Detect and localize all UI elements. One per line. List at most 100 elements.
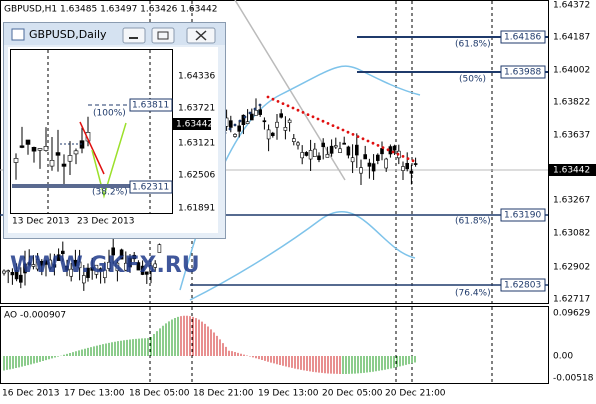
level-label: (50%): [459, 75, 486, 85]
level-price: 1.62803: [504, 281, 541, 291]
candle-body: [354, 144, 359, 156]
candle-body: [31, 146, 37, 152]
date-label: 16 Dec 2013: [2, 389, 60, 399]
indicator-scale: 0.00: [553, 352, 573, 362]
candle-body: [2, 270, 6, 274]
candle-body: [375, 154, 380, 161]
sar-dot: [351, 133, 355, 136]
maximize-button[interactable]: [151, 27, 175, 44]
candle-body: [296, 142, 300, 146]
candle-body: [23, 263, 27, 274]
sar-dot: [243, 115, 247, 119]
level-label: (76.4%): [455, 289, 491, 299]
price-label: 1.64187: [553, 33, 590, 43]
level-label: (61.8%): [455, 40, 491, 50]
inset-chart-area: [8, 47, 218, 233]
current-price-box: [549, 164, 596, 176]
candle-body: [31, 264, 36, 267]
candle-body: [55, 152, 61, 156]
sar-dot: [253, 107, 257, 111]
inset-date-label: 23 Dec 2013: [77, 217, 135, 227]
candle-body: [229, 120, 233, 128]
candle-body: [300, 152, 305, 159]
sar-dot: [233, 123, 237, 127]
candle-body: [342, 142, 347, 145]
candle-body: [111, 247, 115, 256]
inset-decorations: [13, 50, 151, 213]
level-price: 1.63190: [504, 211, 541, 221]
candle-body: [44, 260, 48, 265]
inset-price-label: 1.62506: [178, 171, 215, 181]
level-price: 1.63988: [504, 68, 541, 78]
candle-body: [346, 146, 351, 156]
decorations: [0, 0, 548, 383]
candle-body: [73, 150, 79, 155]
price-label: 1.64372: [553, 1, 590, 11]
candle-body: [392, 145, 397, 151]
price-label: 1.62902: [553, 263, 590, 273]
zigzag: [91, 122, 127, 199]
candle-body: [37, 148, 43, 151]
candle-body: [98, 268, 103, 272]
price-label: 1.64002: [553, 66, 590, 76]
candle-body: [73, 259, 78, 267]
inset-price-label: 1.64336: [178, 72, 215, 82]
minimize-button[interactable]: [122, 27, 146, 44]
bollinger-band: [189, 211, 416, 301]
candle-body: [25, 139, 31, 145]
sar-dot: [321, 119, 325, 123]
candle-body: [270, 132, 275, 136]
zigzag: [79, 121, 105, 175]
candle-body: [60, 250, 65, 254]
candle-body: [262, 120, 267, 123]
sar-dot: [341, 128, 345, 132]
watermark: WWW.GKFX.RU: [10, 253, 200, 278]
candle-body: [67, 155, 73, 162]
candle-body: [401, 166, 405, 171]
close-icon: [195, 30, 207, 41]
sar-dot: [296, 108, 300, 112]
sar-dot: [391, 150, 395, 154]
candle-body: [132, 254, 136, 260]
candle-body: [409, 170, 414, 174]
candle-body: [13, 158, 19, 163]
sar-dot: [266, 95, 270, 99]
candle-body: [69, 268, 73, 277]
indicator-scale: 0.09629: [553, 309, 590, 319]
sar-dot: [411, 159, 415, 163]
sar-dot: [258, 103, 262, 107]
inset-level-label: (100%): [93, 109, 126, 119]
date-label: 19 Dec 13:00: [258, 389, 319, 399]
candle-body: [157, 244, 162, 253]
candle-body: [27, 262, 32, 265]
inset-level-price: 1.62311: [132, 183, 169, 193]
sar-dot: [401, 155, 405, 158]
candle-body: [363, 154, 368, 160]
candle-body: [107, 261, 111, 269]
inset-current-price: 1.63442: [176, 120, 213, 130]
candle-body: [10, 271, 15, 276]
level-box: [500, 278, 546, 292]
candle-body: [49, 160, 55, 167]
candle-body: [317, 155, 321, 160]
price-label: 1.63637: [553, 131, 590, 141]
candle-body: [308, 150, 313, 160]
candle-body: [350, 157, 355, 163]
sar-dot: [306, 113, 310, 116]
candle-body: [325, 154, 330, 158]
date-label: 20 Dec 05:00: [322, 389, 383, 399]
sar-dot: [228, 127, 232, 131]
indicator-scale: -0.00518: [553, 374, 594, 384]
level-box: [500, 208, 546, 222]
sar-dot: [286, 104, 290, 108]
candle-body: [145, 271, 149, 275]
inset-frame: [10, 49, 173, 214]
main-header: GBPUSD,H1 1.63485 1.63497 1.63426 1.6344…: [4, 5, 217, 15]
candle-body: [35, 258, 40, 270]
candle-body: [128, 257, 132, 268]
candle-body: [384, 158, 389, 169]
sar-dot: [361, 137, 365, 141]
candle-body: [237, 125, 241, 132]
sar-dot: [356, 135, 360, 139]
date-label: 18 Dec 21:00: [193, 389, 254, 399]
